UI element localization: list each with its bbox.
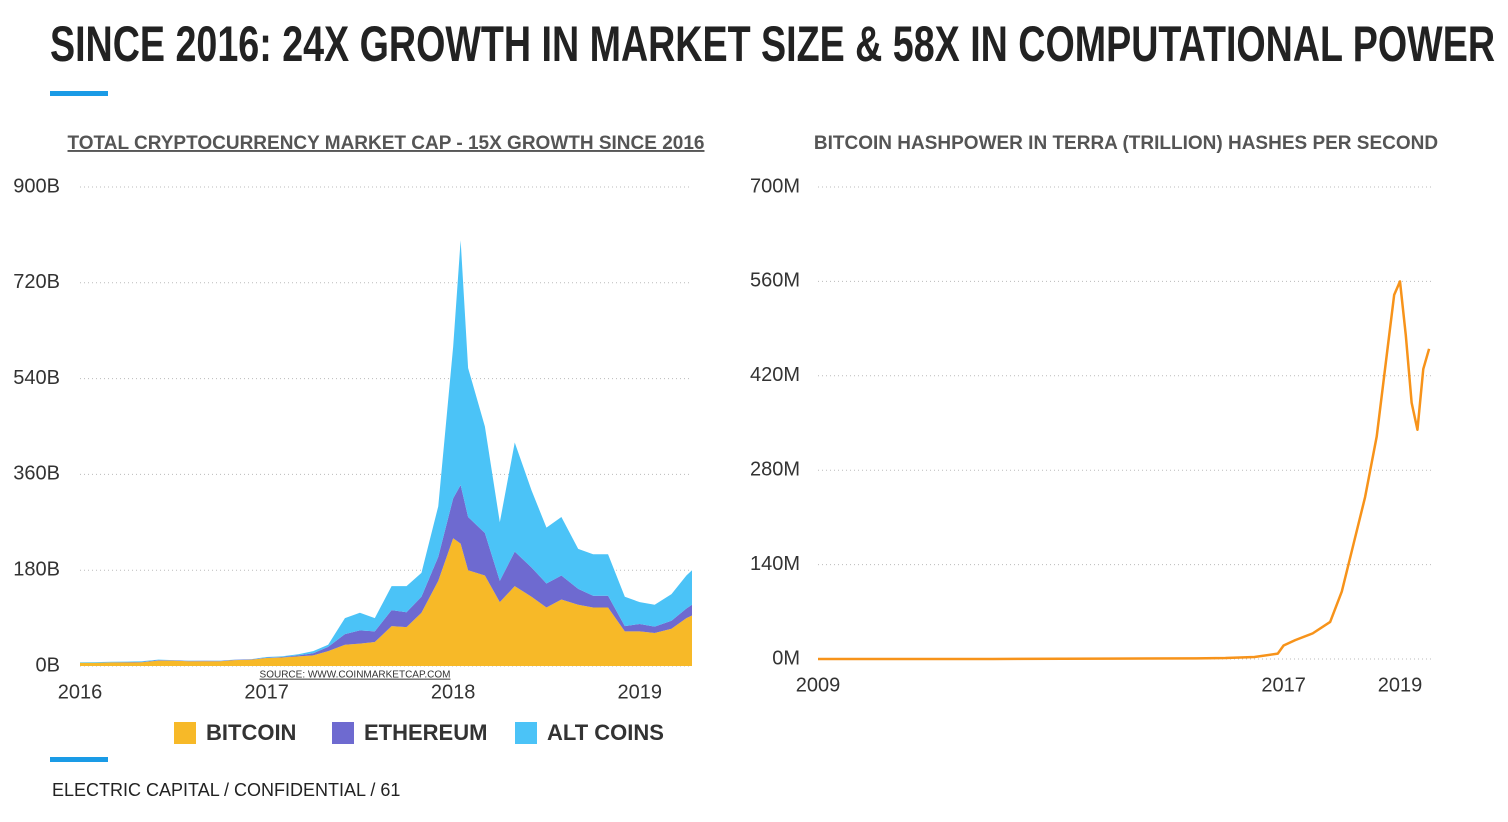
area xyxy=(80,485,692,663)
y-tick-label: 420M xyxy=(750,364,800,386)
y-tick-label: 900B xyxy=(13,175,60,197)
accent-bar xyxy=(50,757,108,762)
y-tick-label: 700M xyxy=(750,175,800,197)
legend-swatch xyxy=(332,722,354,744)
legend-swatch xyxy=(515,722,537,744)
chart-title: TOTAL CRYPTOCURRENCY MARKET CAP - 15X GR… xyxy=(68,133,705,154)
x-tick-label: 2016 xyxy=(58,681,103,703)
y-tick-label: 360B xyxy=(13,463,60,485)
y-tick-label: 180B xyxy=(13,558,60,580)
line xyxy=(818,280,1431,661)
legend-label: ETHEREUM xyxy=(364,720,487,745)
x-tick-label: 2009 xyxy=(796,674,841,696)
slide-title: SINCE 2016: 24X GROWTH IN MARKET SIZE & … xyxy=(50,16,1495,72)
chart-title: BITCOIN HASHPOWER IN TERRA (TRILLION) HA… xyxy=(814,133,1438,154)
y-tick-label: 560M xyxy=(750,270,800,292)
footer: ELECTRIC CAPITAL / CONFIDENTIAL / 61 xyxy=(52,780,400,800)
x-tick-label: 2017 xyxy=(244,681,289,703)
x-tick-label: 2018 xyxy=(431,681,476,703)
legend-label: ALT COINS xyxy=(547,720,664,745)
x-tick-label: 2019 xyxy=(1378,674,1423,696)
y-tick-label: 280M xyxy=(750,458,800,480)
area xyxy=(80,240,692,663)
area xyxy=(80,538,692,666)
y-tick-label: 140M xyxy=(750,553,800,575)
source-note: SOURCE: WWW.COINMARKETCAP.COM xyxy=(260,670,451,681)
legend-swatch xyxy=(174,722,196,744)
y-tick-label: 0B xyxy=(36,654,60,676)
legend-label: BITCOIN xyxy=(206,720,296,745)
y-tick-label: 0M xyxy=(772,647,800,669)
x-tick-label: 2017 xyxy=(1261,674,1306,696)
x-tick-label: 2019 xyxy=(618,681,663,703)
y-tick-label: 720B xyxy=(13,271,60,293)
y-tick-label: 540B xyxy=(13,367,60,389)
accent-bar xyxy=(50,91,108,96)
